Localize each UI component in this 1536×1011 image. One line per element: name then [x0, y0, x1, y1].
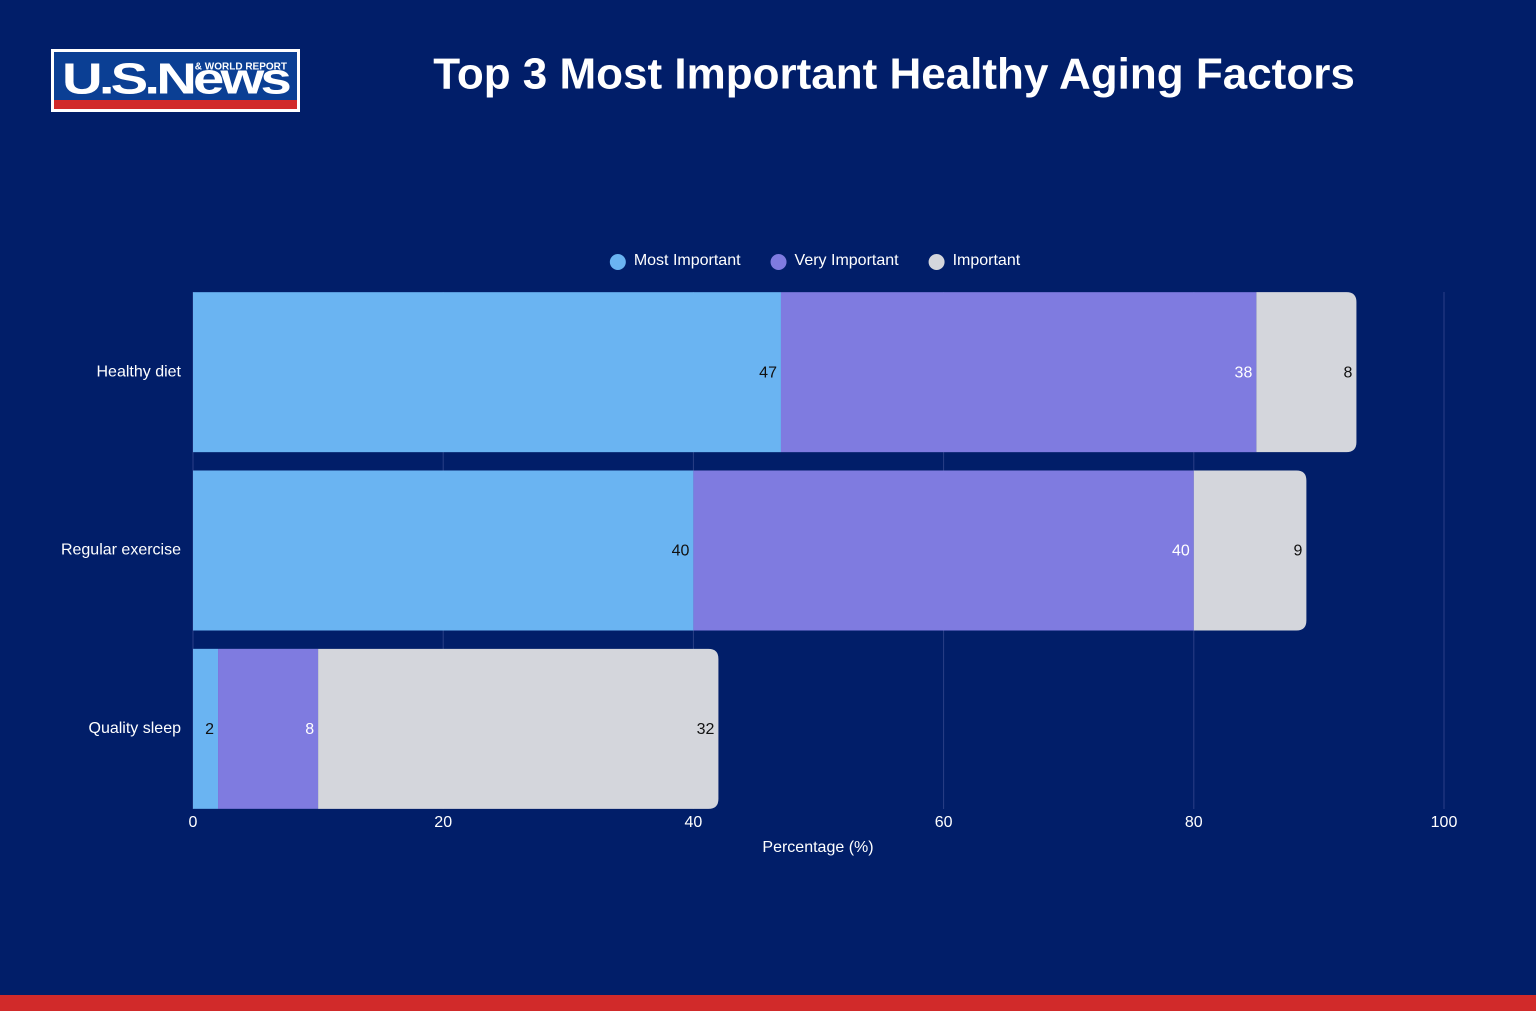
- value-label: 9: [1293, 543, 1302, 560]
- y-tick-label: Quality sleep: [89, 720, 182, 737]
- value-label: 38: [1235, 364, 1253, 381]
- legend: Most Important Very Important Important: [609, 252, 1021, 270]
- bar-segment: [318, 648, 719, 809]
- value-label: 32: [697, 721, 715, 738]
- legend-marker: [770, 254, 787, 270]
- bar-segment: [693, 470, 1194, 631]
- x-tick-label: 20: [434, 814, 452, 831]
- value-label: 8: [305, 721, 314, 738]
- bar-segment: [780, 292, 1257, 453]
- logo-stripe: [54, 100, 297, 109]
- bar-segment: [1256, 292, 1357, 453]
- logo: U.S.News & WORLD REPORT: [51, 49, 300, 112]
- x-tick-label: 80: [1185, 814, 1203, 831]
- value-label: 40: [1172, 543, 1190, 560]
- y-tick-label: Regular exercise: [61, 542, 181, 559]
- logo-tagline: & WORLD REPORT: [195, 62, 287, 73]
- legend-marker: [928, 254, 945, 270]
- chart-title: Top 3 Most Important Healthy Aging Facto…: [433, 50, 1355, 99]
- legend-label: Important: [953, 252, 1021, 269]
- x-axis-label: Percentage (%): [762, 839, 873, 856]
- bottom-stripe: [0, 995, 1536, 1011]
- value-label: 8: [1344, 364, 1353, 381]
- x-tick-label: 60: [935, 814, 953, 831]
- bars: Healthy diet 47 38 8 Regular exercise 40 40 9 Qu…: [61, 292, 1357, 809]
- bar-segment: [193, 470, 694, 631]
- legend-label: Most Important: [634, 252, 741, 269]
- bar-segment: [218, 648, 319, 809]
- bar-segment: [193, 292, 781, 453]
- legend-marker: [609, 254, 626, 270]
- legend-label: Very Important: [795, 252, 900, 269]
- x-tick-label: 100: [1431, 814, 1458, 831]
- value-label: 40: [672, 543, 690, 560]
- x-tick-label: 40: [685, 814, 703, 831]
- logo-name: U.S.News: [62, 55, 290, 104]
- bar-segment: [193, 648, 219, 809]
- logo-box: [54, 52, 297, 100]
- x-tick-label: 0: [189, 814, 198, 831]
- y-tick-label: Healthy diet: [97, 363, 182, 380]
- bar-segment: [1193, 470, 1307, 631]
- value-label: 2: [205, 721, 214, 738]
- value-label: 47: [759, 364, 777, 381]
